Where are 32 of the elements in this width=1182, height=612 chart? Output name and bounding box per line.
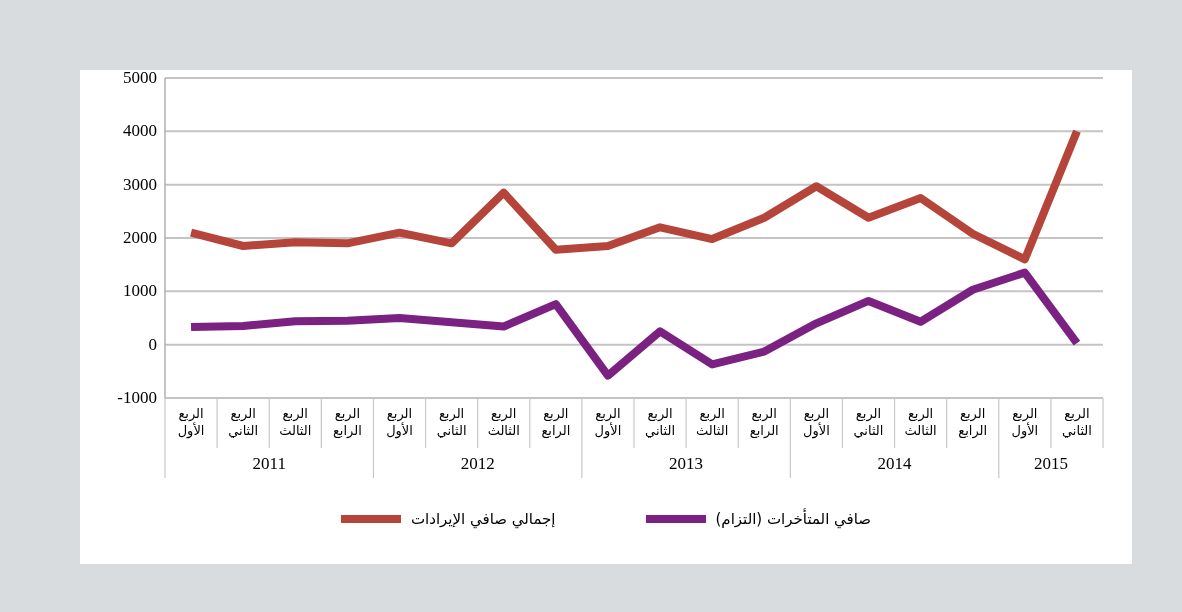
x-tick-label: الربع الرابع <box>748 405 780 439</box>
x-tick-label: الربع الأول <box>802 405 831 439</box>
x-tick-label: الربع الثالث <box>903 405 938 439</box>
legend-label: إجمالي صافي الإيرادات <box>410 510 556 528</box>
x-tick-label: الربع الثالث <box>278 405 313 439</box>
x-tick-label: الربع الرابع <box>540 405 572 439</box>
x-tick-label: الربع الثاني <box>1060 405 1093 439</box>
x-tick-label: الربع الثاني <box>227 405 260 439</box>
x-tick-label: الربع الأول <box>593 405 623 439</box>
text: 2013 <box>668 454 705 474</box>
text: 2011 <box>251 454 287 474</box>
legend-label: صافي المتأخرات (التزام) <box>715 510 872 528</box>
x-tick-label: الربع الأول <box>1010 405 1040 439</box>
y-tick-label: 2000 <box>122 228 157 248</box>
x-tick-label: الربع الرابع <box>957 405 989 439</box>
x-tick-label: الربع الثاني <box>852 405 885 439</box>
text: 2012 <box>459 454 496 474</box>
y-tick-label: 4000 <box>122 121 157 142</box>
x-tick-label: الربع الرابع <box>331 405 363 439</box>
x-tick-label: الربع الثاني <box>435 405 468 439</box>
y-tick-label: -1000 <box>116 388 157 408</box>
y-tick-label: 0 <box>147 334 157 355</box>
x-tick-label: الربع الأول <box>385 405 414 439</box>
y-tick-label: 1000 <box>122 281 157 302</box>
x-tick-label: الربع الأول <box>176 405 206 439</box>
x-tick-label: الربع الثاني <box>644 405 676 439</box>
x-tick-label: الربع الثالث <box>486 405 521 439</box>
y-tick-label: 3000 <box>122 174 157 195</box>
text: 2015 <box>1032 454 1069 474</box>
y-tick-label: 5000 <box>122 68 157 88</box>
text: 2014 <box>876 454 913 474</box>
x-tick-label: الربع الثالث <box>695 405 730 439</box>
